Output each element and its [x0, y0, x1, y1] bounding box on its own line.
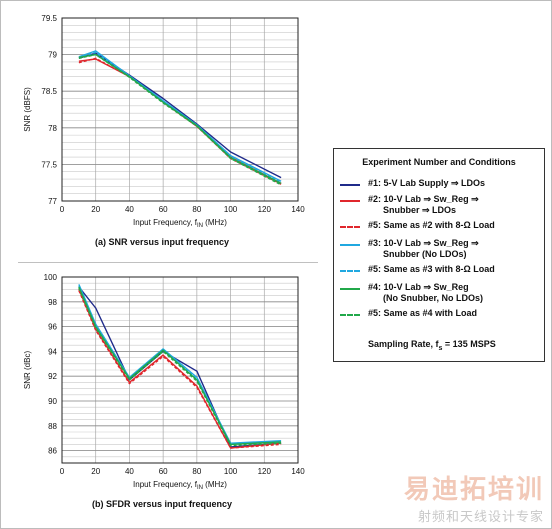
legend-label: #4: 10-V Lab ⇒ Sw_Reg (No Snubber, No LD…	[368, 282, 484, 303]
legend-swatch	[340, 288, 360, 290]
x-tick-label: 140	[291, 205, 305, 214]
x-tick-label: 20	[91, 205, 100, 214]
x-axis-label: Input Frequency, fIN (MHz)	[133, 480, 227, 491]
x-tick-label: 80	[192, 205, 201, 214]
legend-label: #3: 10-V Lab ⇒ Sw_Reg ⇒ Snubber (No LDOs…	[368, 238, 479, 259]
y-tick-label: 92	[48, 372, 57, 381]
legend-swatch	[340, 244, 360, 246]
x-tick-label: 20	[91, 467, 100, 476]
plot-frame	[61, 276, 299, 464]
legend-swatch	[340, 184, 360, 186]
series-line-7	[78, 53, 282, 186]
y-tick-label: 78	[48, 124, 57, 133]
y-tick-label: 88	[48, 422, 57, 431]
snr-chart: 0 20 40 60 80 100 120 140 77 77.5 78 78.5 79 79.5 Inpu…	[23, 14, 305, 247]
y-tick-label: 100	[44, 273, 58, 282]
x-axis-label: Input Frequency, fIN (MHz)	[133, 218, 227, 229]
watermark-main: 易迪拓培训	[403, 475, 544, 505]
y-tick-label: 96	[48, 323, 57, 332]
series-line-7	[78, 287, 282, 447]
y-tick-label: 94	[48, 347, 57, 356]
y-tick-label: 98	[48, 298, 57, 307]
legend-title: Experiment Number and Conditions	[362, 157, 516, 167]
legend-label: #2: 10-V Lab ⇒ Sw_Reg ⇒ Snubber ⇒ LDOs	[368, 194, 479, 215]
plot-frame	[61, 17, 299, 202]
y-tick-label: 79.5	[41, 14, 57, 23]
watermark: 易迪拓培训 射频和天线设计专家	[404, 469, 544, 525]
y-axis-label: SNR (dBc)	[23, 351, 32, 390]
y-tick-label: 77.5	[41, 160, 57, 169]
y-tick-label: 78.5	[41, 87, 57, 96]
x-tick-label: 60	[159, 205, 168, 214]
y-tick-label: 79	[48, 51, 57, 60]
x-tick-label: 120	[258, 205, 272, 214]
x-tick-label: 40	[125, 205, 134, 214]
legend-label: #1: 5-V Lab Supply ⇒ LDOs	[368, 178, 486, 188]
watermark-sub: 射频和天线设计专家	[417, 510, 544, 525]
x-tick-label: 100	[224, 467, 238, 476]
legend-label: #5: Same as #3 with 8-Ω Load	[368, 264, 495, 274]
legend-swatch	[340, 200, 360, 202]
legend-label: #5: Same as #2 with 8-Ω Load	[368, 220, 495, 230]
legend-swatch	[340, 226, 360, 228]
chart-caption: (a) SNR versus input frequency	[95, 237, 229, 247]
chart-separator	[18, 262, 318, 263]
x-tick-label: 120	[258, 467, 272, 476]
y-tick-label: 86	[48, 447, 57, 456]
legend: Experiment Number and Conditions #1: 5-V…	[333, 148, 545, 362]
y-tick-label: 90	[48, 397, 57, 406]
y-tick-label: 77	[48, 197, 57, 206]
legend-label: #5: Same as #4 with Load	[368, 308, 478, 318]
x-tick-label: 0	[60, 205, 65, 214]
sfdr-chart: 0 20 40 60 80 100 120 140 86 88 90 92 94 96 98 100 Input…	[23, 273, 305, 509]
x-tick-label: 0	[60, 467, 65, 476]
legend-swatch	[340, 314, 360, 316]
chart-caption: (b) SFDR versus input frequency	[92, 499, 232, 509]
x-tick-label: 140	[291, 467, 305, 476]
y-axis-label: SNR (dBFS)	[23, 87, 32, 132]
sampling-rate-label: Sampling Rate, fs = 135 MSPS	[368, 339, 496, 352]
x-tick-label: 60	[159, 467, 168, 476]
x-tick-label: 100	[224, 205, 238, 214]
legend-swatch	[340, 270, 360, 272]
x-tick-label: 40	[125, 467, 134, 476]
x-tick-label: 80	[192, 467, 201, 476]
